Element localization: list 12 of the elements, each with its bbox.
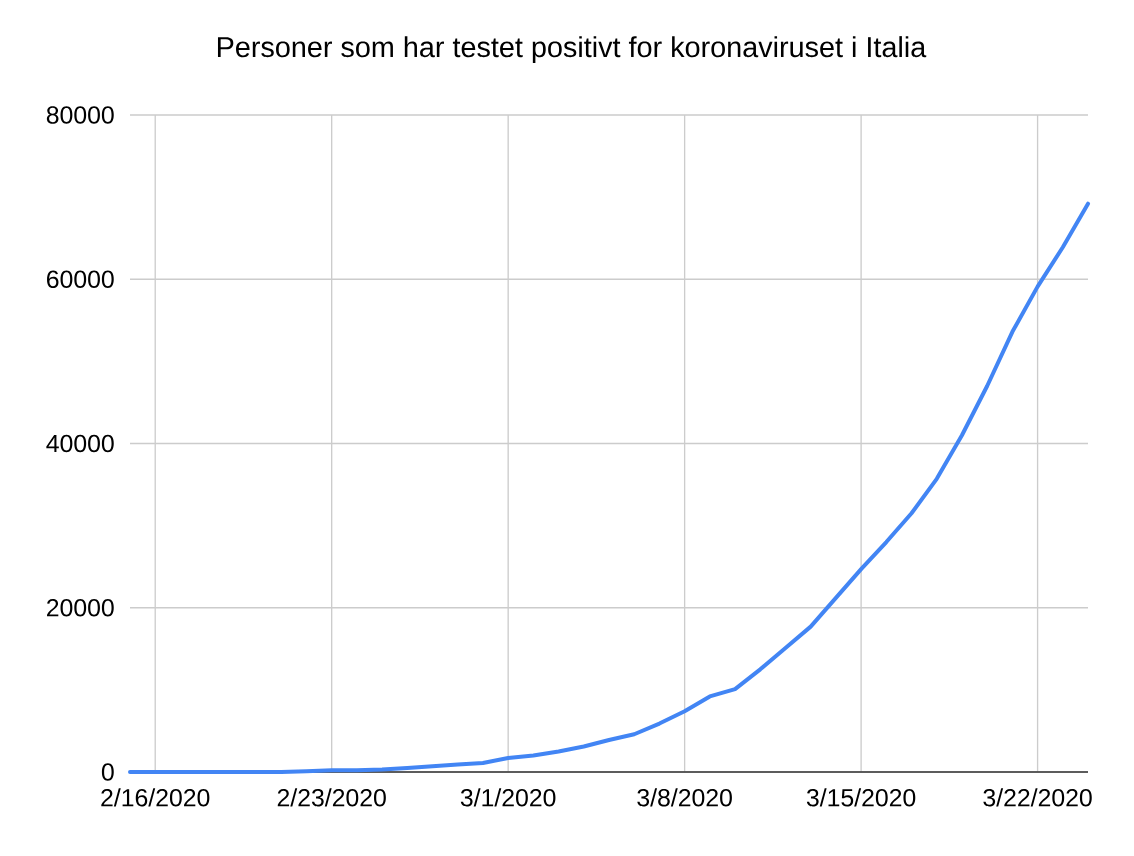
y-tick-label: 40000 — [46, 434, 114, 453]
x-tick-label: 3/15/2020 — [806, 788, 916, 807]
x-tick-label: 3/8/2020 — [637, 788, 732, 807]
y-tick-label: 80000 — [46, 106, 114, 124]
x-tick-label: 2/23/2020 — [277, 788, 386, 807]
y-tick-label: 60000 — [47, 270, 114, 289]
x-tick-label: 3/1/2020 — [460, 788, 556, 807]
chart-title: Personer som har testet positivt for koronaviruset i Italia — [217, 36, 927, 63]
x-tick-label: 3/22/2020 — [983, 788, 1092, 807]
y-tick-label: 20000 — [47, 598, 114, 617]
y-tick-label: 0 — [101, 763, 114, 781]
x-tick-label: 2/16/2020 — [101, 788, 210, 807]
